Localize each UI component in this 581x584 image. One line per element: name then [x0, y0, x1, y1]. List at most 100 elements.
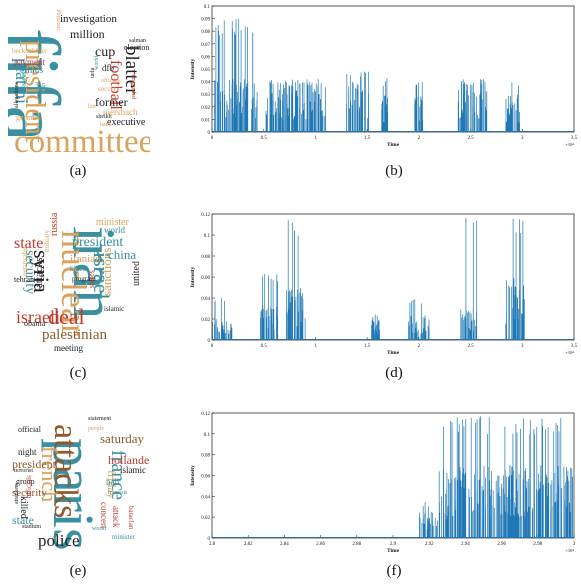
x-tick-label: 2.98: [533, 542, 542, 547]
cloud-word: palestinian: [42, 327, 107, 343]
x-tick-label: 1: [314, 344, 317, 349]
y-tick-label: 0.08: [201, 255, 210, 260]
cloud-word: suspended: [130, 74, 136, 99]
x-tick-label: 2.84: [280, 542, 289, 547]
intensity-series: [212, 416, 574, 538]
cloud-word: tehran: [14, 275, 34, 284]
intensity-series: [212, 18, 574, 132]
y-tick-label: 0.03: [201, 93, 210, 98]
cloud-word: people: [88, 426, 104, 432]
cloud-word: swiss: [19, 68, 28, 86]
cloud-word: security: [12, 487, 47, 499]
caption-e: (e): [69, 563, 87, 579]
word-cloud-fifa: fifa committee president platini blatter…: [8, 8, 150, 154]
cloud-word: world: [92, 526, 106, 532]
caption-c: (c): [69, 365, 87, 381]
y-tick-label: 0.02: [201, 318, 210, 323]
x-axis-label: Time: [387, 142, 400, 148]
cloud-word: meeting: [54, 343, 83, 353]
cloud-word: statement: [88, 416, 111, 422]
y-tick-label: 0.02: [201, 516, 210, 521]
cloud-word: german: [16, 113, 40, 122]
cloud-word: iranian: [70, 253, 101, 265]
cloud-word: sepp: [41, 83, 47, 94]
cloud-word: hollande: [108, 453, 150, 467]
cloud-word: million: [70, 27, 105, 41]
cloud-word: minister: [96, 217, 129, 228]
x-tick-label: 2.92: [425, 542, 434, 547]
x-tick-label: 3.5: [571, 344, 578, 349]
x-tick-label: 3.5: [571, 136, 578, 141]
x-tick-label: 2.5: [467, 344, 474, 349]
y-tick-label: 0.07: [201, 43, 210, 48]
cloud-word: attackers: [14, 482, 20, 504]
cloud-word: bataclan: [127, 506, 135, 530]
x-tick-label: 3: [521, 136, 524, 141]
y-tick-label: 0: [208, 339, 211, 344]
x-tick-label: 0: [211, 136, 214, 141]
x-tick-label: 2.94: [461, 542, 470, 547]
cloud-word: saturday: [100, 431, 145, 446]
y-tick-label: 0.06: [201, 276, 210, 281]
cloud-word: china: [108, 247, 137, 262]
y-tick-label: 0.02: [201, 106, 210, 111]
cloud-word: soccer: [98, 85, 116, 93]
intensity-chart-f: 0 0.02 0.04 0.06 0.08 0.1 0.12 2.8 2.82 2.84 2.86 2…: [190, 412, 576, 554]
y-tick-label: 0.1: [204, 234, 211, 239]
y-tick-label: 0.06: [201, 475, 210, 480]
cloud-word: investigation: [60, 13, 117, 25]
cloud-word: state: [12, 513, 34, 527]
y-tick-label: 0.1: [204, 5, 211, 10]
cloud-word: hall: [106, 477, 120, 487]
cloud-word: officials: [101, 78, 121, 84]
cloud-word: president: [12, 457, 56, 471]
cloud-word: attacks: [33, 257, 45, 288]
x-tick-label: 2.82: [244, 542, 253, 547]
caption-a: (a): [69, 163, 87, 179]
y-tick-label: 0.12: [201, 213, 210, 218]
y-tick-label: 0.09: [201, 18, 210, 23]
caption-d: (d): [385, 365, 403, 381]
intensity-chart-d: 0 0.02 0.04 0.06 0.08 0.1 0.12 0 0.5 1 1.5 2 2.5 3 3.5…: [190, 213, 578, 356]
word-cloud-iran: iran nuclear israel deal syria israeli p…: [8, 206, 150, 356]
x-tick-label: 0.5: [261, 136, 268, 141]
intensity-chart-b: 0 0.01 0.02 0.03 0.04 0.05 0.06 0.07 0.08 0.09 0.1…: [190, 5, 578, 148]
cloud-word: attack: [111, 506, 121, 528]
cloud-word: terrorist: [14, 468, 33, 474]
cloud-word: salman: [129, 38, 146, 44]
cloud-word: obama: [24, 319, 46, 328]
x-tick-label: 3: [521, 344, 524, 349]
x-tick-label: 2: [418, 344, 421, 349]
x-axis-label: Time: [387, 350, 400, 356]
cloud-word: allegations: [14, 82, 20, 108]
cloud-word: ethics: [20, 65, 44, 76]
plot-area: [211, 213, 575, 341]
cloud-word: payment: [14, 57, 45, 67]
y-tick-label: 0: [208, 131, 211, 136]
y-tick-label: 0.04: [201, 297, 210, 302]
cloud-word: killed: [70, 265, 86, 273]
plot-area: [211, 5, 575, 133]
x-tick-label: 0: [211, 344, 214, 349]
y-tick-label: 0.08: [201, 30, 210, 35]
cloud-word: francois: [108, 490, 128, 496]
cloud-word: russia: [49, 212, 60, 236]
cloud-word: sheikh: [96, 114, 112, 120]
y-tick-label: 0.08: [201, 454, 210, 459]
y-tick-label: 0.04: [201, 495, 210, 500]
y-axis-label: Intensity: [190, 465, 196, 486]
cloud-word: official: [18, 425, 41, 434]
y-tick-label: 0.12: [201, 412, 210, 417]
x-tick-label: 1.5: [364, 136, 371, 141]
y-axis-label: Intensity: [190, 266, 196, 287]
word-cloud-paris: paris attacks france french police satur…: [8, 406, 150, 556]
y-tick-label: 0.1: [204, 433, 211, 438]
caption-f: (f): [386, 563, 402, 579]
cloud-word: concert: [99, 502, 109, 529]
x-tick-label: 2: [418, 136, 421, 141]
cloud-word: cup: [95, 45, 116, 60]
cloud-word: islamic: [104, 305, 125, 313]
cloud-word: bin: [88, 104, 96, 110]
cloud-word: israeli: [16, 307, 60, 327]
y-tick-label: 0.06: [201, 55, 210, 60]
